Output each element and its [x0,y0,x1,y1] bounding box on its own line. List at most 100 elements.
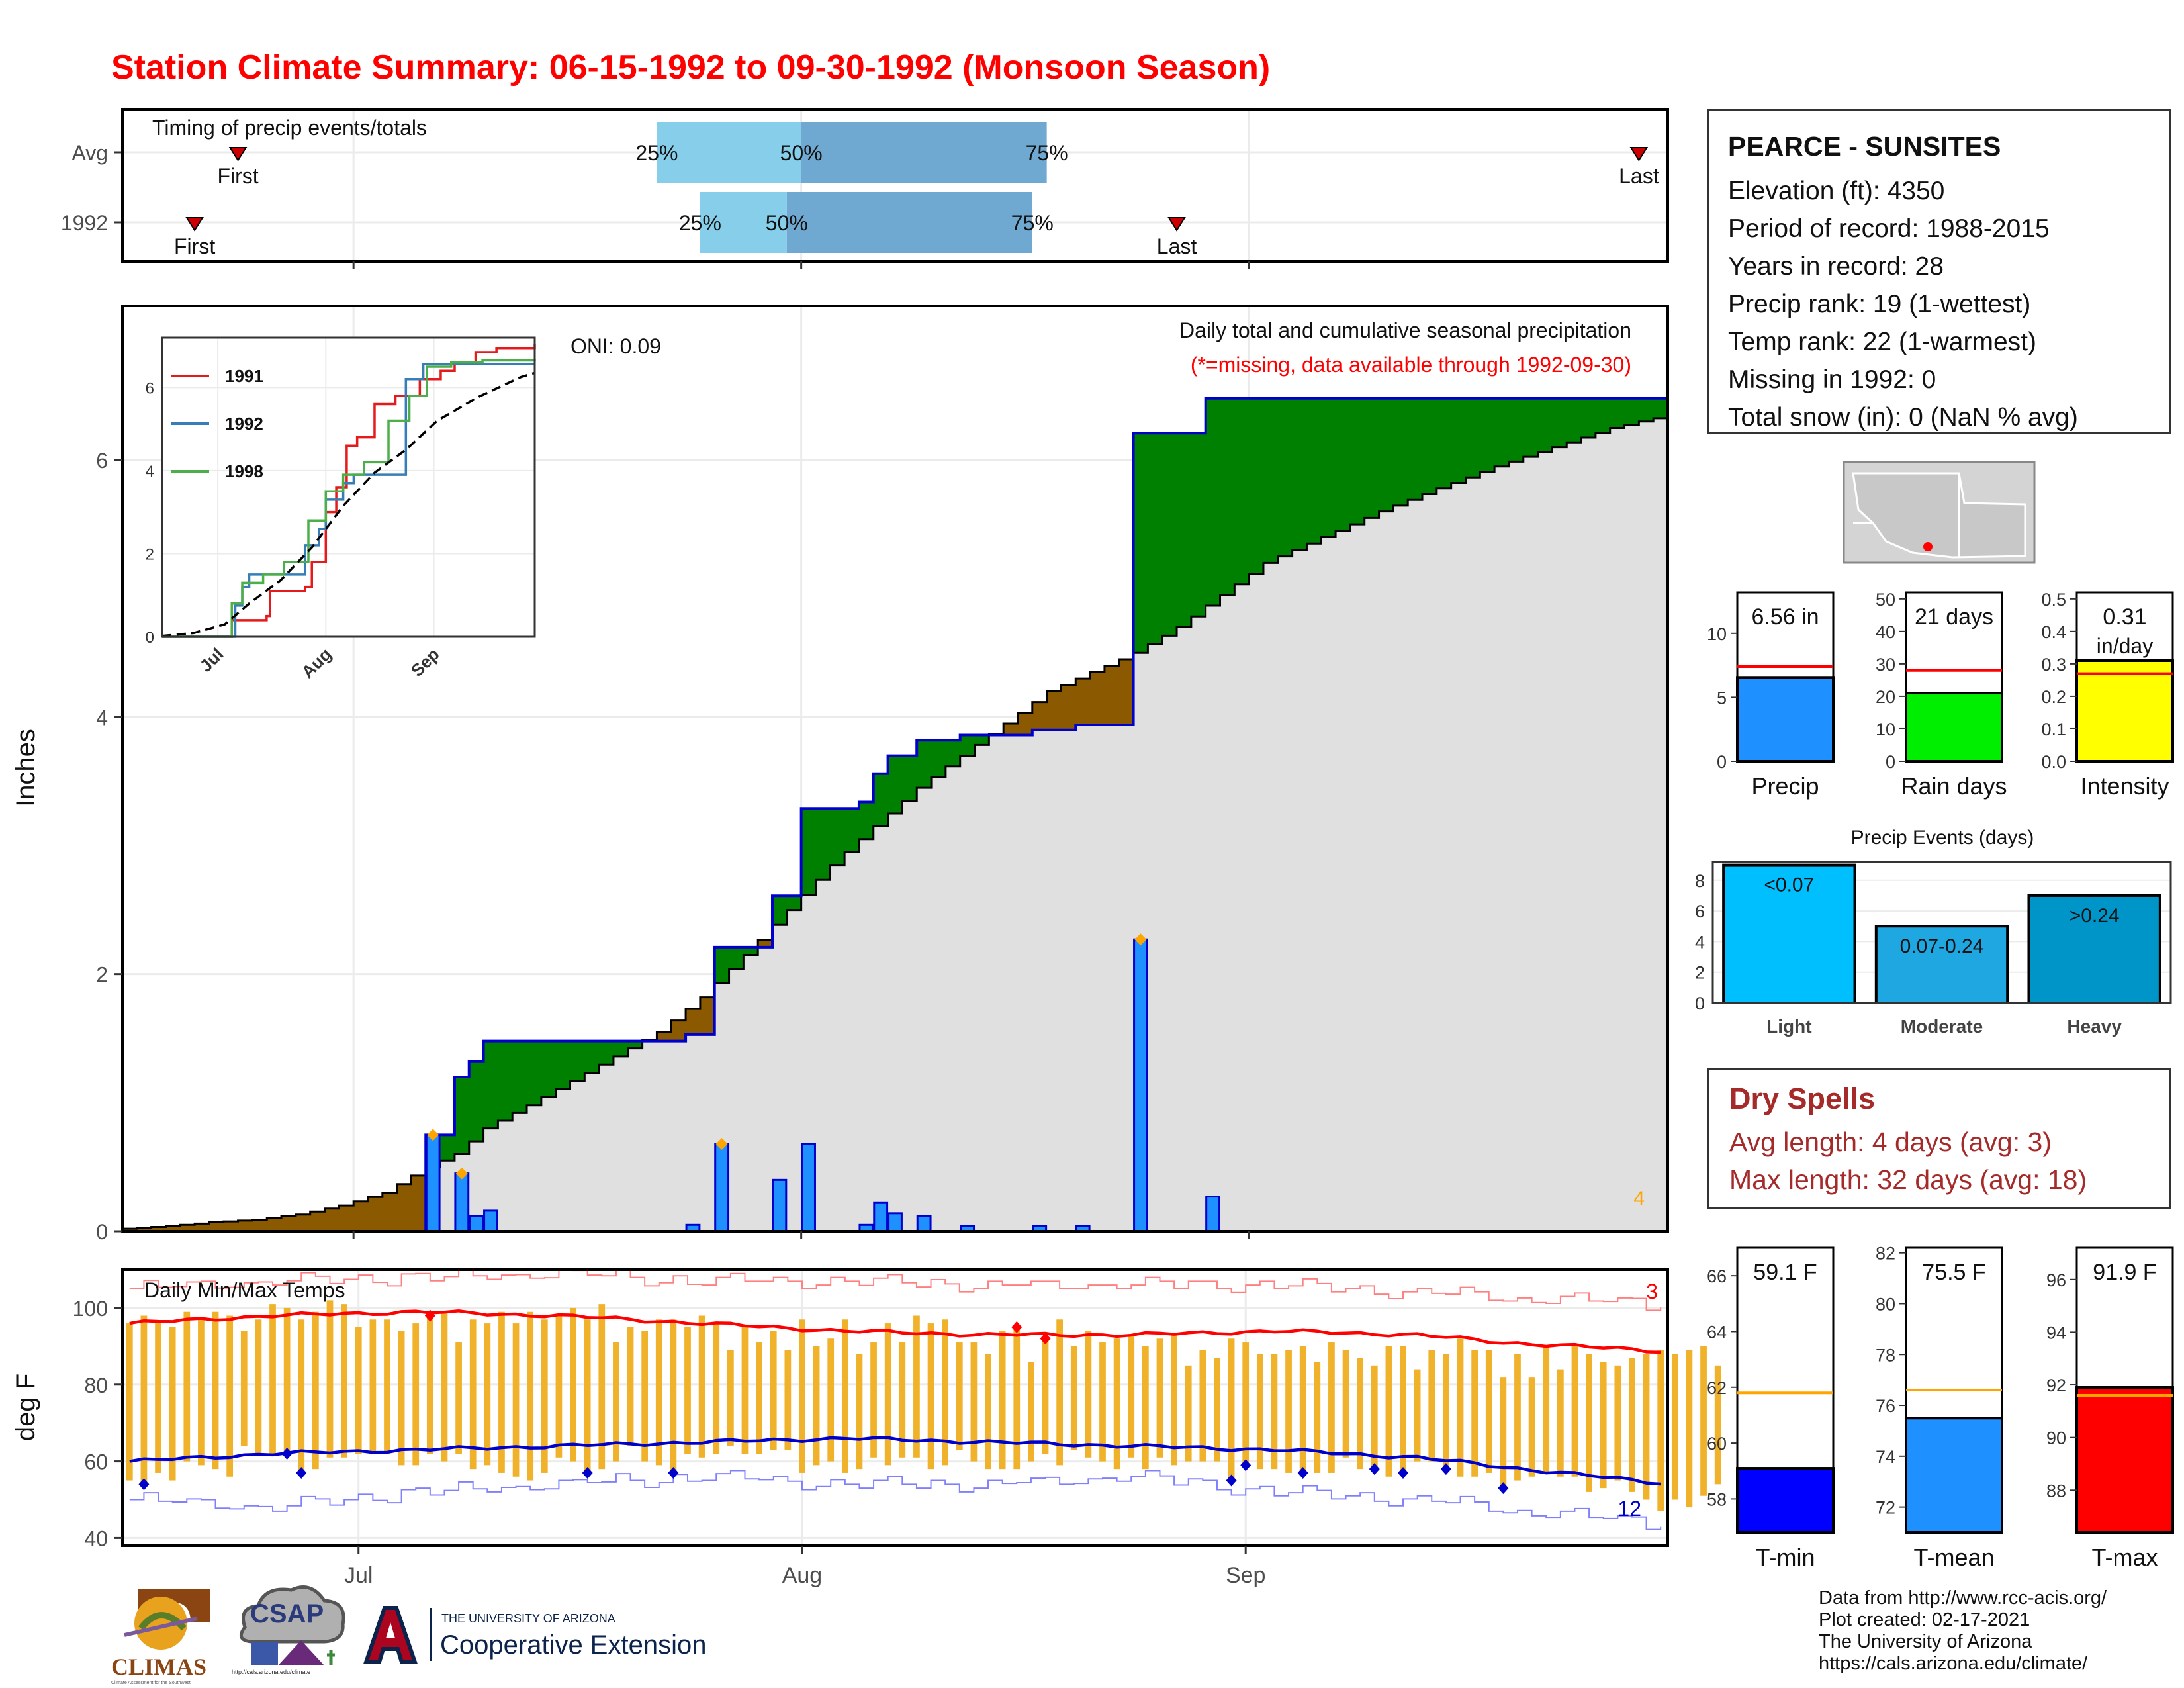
surplus-segment [1162,433,1177,636]
daily-precip-bar [801,1143,816,1233]
gauge-raindays-value: 21 days [1915,604,1993,630]
daily-precip-bar [1205,1196,1221,1233]
temps-y-tick-label: 100 [73,1297,108,1321]
surplus-segment [1494,398,1510,467]
daily-temp-bar [1500,1377,1507,1489]
daily-temp-bar [240,1331,248,1446]
gauge-tmin-tick-label: 66 [1707,1266,1727,1286]
daily-precip-marker [1134,933,1147,946]
surplus-segment [1581,398,1596,438]
min-record-marker [1240,1459,1251,1472]
deficit-segment [353,1201,369,1231]
normal-cumulative-line [122,415,1669,1230]
surplus-segment [974,735,989,745]
events-tick-label: 0 [1695,994,1705,1013]
credit-data-source: Data from http://www.rcc-acis.org/ [1819,1587,2107,1609]
surplus-segment [512,1041,527,1113]
deficit-segment [758,939,773,947]
surplus-segment [887,755,903,814]
surplus-segment [1408,398,1423,500]
inset-y-tick-label: 2 [146,545,154,563]
gauge-tmax-tick-label: 92 [2046,1376,2066,1395]
daily-temp-bar [1056,1319,1063,1466]
min-records-count: 12 [1617,1497,1641,1521]
daily-precip-bar [714,1143,730,1233]
station-snow: Total snow (in): 0 (NaN % avg) [1728,403,2078,432]
daily-temp-bar [369,1319,377,1454]
surplus-segment [1595,398,1611,433]
timing-iqr-low [657,122,801,183]
timing-first-marker [228,147,248,162]
surplus-segment [945,740,961,767]
csap-logo: CSAP http://cals.arizona.edu/climate [232,1581,351,1680]
daily-temp-bar [341,1304,347,1458]
daily-temp-bar [627,1327,634,1446]
y-tick-label: 6 [96,449,108,473]
gauge-tmin-label: T-min [1756,1544,1815,1571]
min-record-marker [1440,1463,1451,1476]
timing-q25-label: 25% [679,211,721,235]
daily-temp-bar [956,1342,963,1450]
gauge-intensity-tick-label: 0.0 [2041,752,2066,772]
deficit-segment [195,1223,210,1231]
corner-note: 4 [1633,1188,1645,1209]
gauge-intensity-tick-label: 0.2 [2041,687,2066,707]
climas-logo: CLIMAS Climate Assessment for the Southw… [111,1582,217,1685]
x-tick-label: Jul [344,1563,373,1588]
oni-label: ONI: 0.09 [570,334,661,358]
daily-temp-bar [942,1319,949,1466]
deficit-segment [396,1184,412,1231]
daily-temp-bar [1242,1342,1250,1466]
record-min-envelope [129,1470,1662,1530]
events-title: Precip Events (days) [1851,827,2034,849]
daily-temp-bar [484,1323,491,1466]
daily-temp-bar [226,1315,234,1477]
surplus-segment [1639,398,1654,422]
daily-temp-bar [1485,1350,1492,1473]
deficit-segment [671,1020,686,1041]
deficit-segment [1090,672,1105,725]
surplus-segment [1610,398,1625,428]
daily-temp-bar [1342,1350,1349,1458]
max-records-count: 3 [1646,1280,1658,1303]
min-record-marker [296,1466,307,1479]
y-tick-label: 2 [96,963,108,987]
daily-precip-bar [1133,938,1148,1233]
gauge-intensity-tick-label: 0.3 [2041,655,2066,675]
deficit-segment [136,1227,152,1231]
daily-temp-bar [999,1331,1006,1470]
daily-temp-bar [1228,1338,1235,1481]
station-precip-rank: Precip rank: 19 (1-wettest) [1728,290,2031,318]
surplus-segment [1480,398,1495,472]
surplus-segment [469,1061,484,1142]
gauge-tmax-tick-label: 96 [2046,1270,2066,1290]
surplus-segment [1349,398,1365,525]
timing-last-label: Last [1157,234,1197,258]
legend-label-1991: 1991 [225,366,263,386]
surplus-segment [1393,398,1408,506]
surplus-segment [1451,398,1467,483]
min-record-marker [138,1478,150,1491]
deficit-segment [1075,679,1091,725]
surplus-segment [1552,398,1567,447]
surplus-segment [1306,398,1322,544]
gauge-tmax-label: T-max [2091,1544,2158,1571]
deficit-segment [1104,665,1120,725]
deficit-segment [223,1221,239,1231]
daily-temp-bar [713,1323,720,1454]
csap-url: http://cals.arizona.edu/climate [232,1669,311,1675]
gauge-precip-tick-label: 0 [1717,752,1727,772]
legend-label-1992: 1992 [225,414,263,434]
gauge-raindays-tick-label: 10 [1876,720,1895,739]
dry-spells-box: Dry Spells Avg length: 4 days (avg: 3) M… [1707,1068,2171,1209]
min-record-marker [1297,1466,1308,1479]
timing-iqr-high [786,192,1032,253]
surplus-segment [584,1041,600,1073]
daily-temp-bar [741,1327,749,1454]
station-info-box: PEARCE - SUNSITES Elevation (ft): 4350 P… [1707,109,2171,434]
surplus-segment [498,1041,513,1121]
dry-spells-max: Max length: 32 days (avg: 18) [1729,1164,2087,1195]
surplus-segment [1220,398,1235,595]
daily-temp-bar [1443,1354,1449,1470]
